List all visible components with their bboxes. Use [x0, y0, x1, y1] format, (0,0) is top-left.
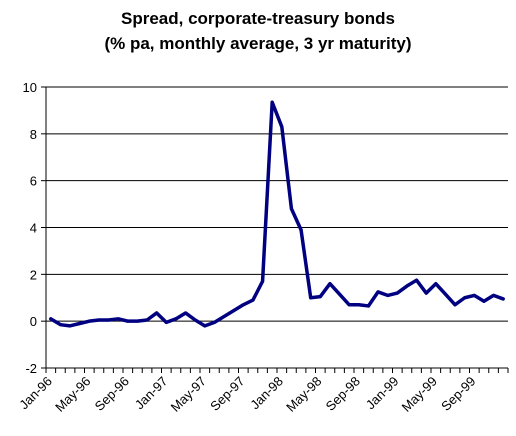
- data-point-Feb-97: [174, 317, 178, 321]
- data-point-Jul-97: [222, 314, 226, 318]
- data-point-Jun-97: [212, 320, 216, 324]
- data-point-Feb-99: [405, 284, 409, 288]
- data-point-Mar-98: [299, 228, 303, 232]
- data-point-Nov-99: [492, 293, 496, 297]
- x-tick-label-3: Jan-97: [132, 374, 171, 413]
- data-point-Dec-98: [386, 293, 390, 297]
- data-point-Apr-97: [193, 318, 197, 322]
- data-point-Oct-97: [251, 298, 255, 302]
- y-tick-label-6: 10: [23, 80, 37, 95]
- data-point-Oct-99: [482, 299, 486, 303]
- data-point-Jun-96: [97, 318, 101, 322]
- chart-title: Spread, corporate-treasury bonds (% pa, …: [0, 6, 516, 56]
- data-point-Sep-99: [472, 293, 476, 297]
- chart-title-line-2: (% pa, monthly average, 3 yr maturity): [104, 34, 412, 53]
- data-point-Sep-98: [357, 303, 361, 307]
- data-point-Dec-97: [270, 100, 274, 104]
- data-point-Mar-97: [184, 311, 188, 315]
- x-tick-label-9: Jan-99: [363, 374, 402, 413]
- data-point-Jan-96: [49, 317, 53, 321]
- data-point-May-97: [203, 324, 207, 328]
- data-point-Mar-99: [415, 278, 419, 282]
- y-tick-label-5: 8: [30, 127, 37, 142]
- x-tick-label-8: Sep-98: [323, 374, 363, 414]
- data-point-Oct-98: [366, 304, 370, 308]
- data-point-Jul-99: [453, 303, 457, 307]
- x-tick-label-5: Sep-97: [207, 374, 247, 414]
- data-point-Mar-96: [68, 324, 72, 328]
- axes: [41, 86, 509, 373]
- data-point-Jan-99: [395, 291, 399, 295]
- data-point-Dec-96: [155, 311, 159, 315]
- data-point-Jun-99: [443, 292, 447, 296]
- data-point-Feb-98: [289, 207, 293, 211]
- data-point-Apr-96: [78, 322, 82, 326]
- data-point-May-99: [434, 282, 438, 286]
- data-point-Dec-99: [501, 297, 505, 301]
- data-point-Jan-98: [280, 125, 284, 129]
- series-line: [49, 100, 505, 328]
- y-tick-label-2: 2: [30, 267, 37, 282]
- data-point-Aug-97: [232, 309, 236, 313]
- data-point-Feb-96: [58, 323, 62, 327]
- series: [49, 100, 505, 328]
- y-tick-label-0: -2: [25, 361, 37, 376]
- data-point-Sep-97: [241, 303, 245, 307]
- data-point-Apr-99: [424, 291, 428, 295]
- data-point-Aug-98: [347, 303, 351, 307]
- data-point-Sep-96: [126, 319, 130, 323]
- gridlines: [46, 86, 508, 369]
- chart-title-line-1: Spread, corporate-treasury bonds: [121, 9, 395, 28]
- data-point-Nov-97: [261, 279, 265, 283]
- data-point-Jul-98: [338, 292, 342, 296]
- x-tick-label-2: Sep-96: [92, 374, 132, 414]
- x-tick-label-1: May-96: [52, 374, 93, 415]
- x-tick-label-4: May-97: [168, 374, 209, 415]
- y-tick-labels: -2 0 2 4 6 8 10: [23, 80, 37, 376]
- x-tick-label-0: Jan-96: [16, 374, 55, 413]
- data-point-Jan-97: [164, 320, 168, 324]
- data-point-Oct-96: [135, 319, 139, 323]
- y-tick-label-1: 0: [30, 314, 37, 329]
- data-point-Nov-96: [145, 318, 149, 322]
- x-tick-label-6: Jan-98: [247, 374, 286, 413]
- data-point-Jul-96: [107, 318, 111, 322]
- data-point-Aug-96: [116, 317, 120, 321]
- x-tick-label-11: Sep-99: [438, 374, 478, 414]
- x-tick-label-10: May-99: [399, 374, 440, 415]
- data-point-Nov-98: [376, 290, 380, 294]
- data-point-Aug-99: [463, 296, 467, 300]
- data-point-May-96: [87, 319, 91, 323]
- data-point-Jun-98: [328, 282, 332, 286]
- data-point-May-98: [318, 295, 322, 299]
- x-tick-label-7: May-98: [283, 374, 324, 415]
- y-tick-label-3: 4: [30, 221, 37, 236]
- y-tick-label-4: 6: [30, 174, 37, 189]
- data-point-Apr-98: [309, 296, 313, 300]
